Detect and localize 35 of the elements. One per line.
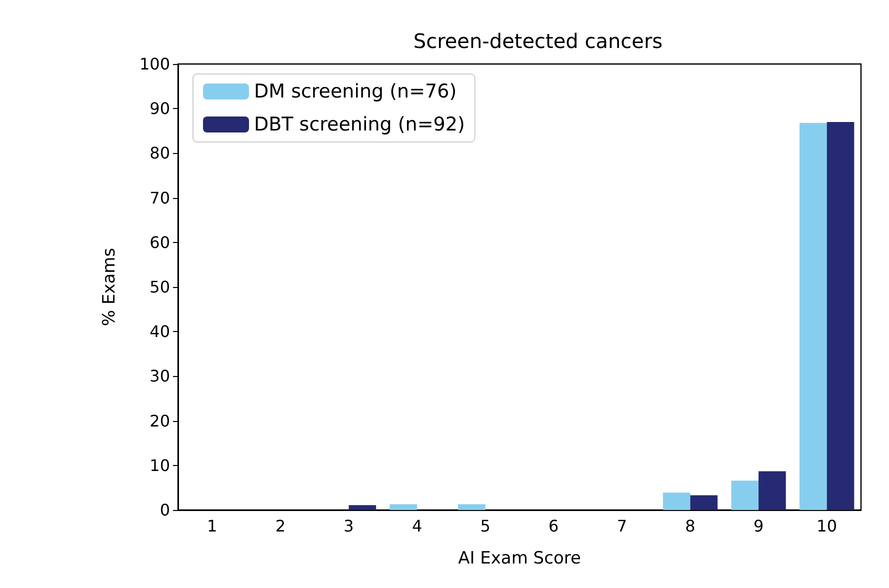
x-tick-label: 4 bbox=[412, 516, 422, 536]
bar bbox=[458, 504, 486, 510]
x-tick-label: 7 bbox=[616, 516, 628, 536]
x-tick-label: 5 bbox=[480, 516, 490, 536]
x-tick-label: 6 bbox=[548, 516, 559, 536]
bar bbox=[690, 495, 718, 510]
x-tick-label: 2 bbox=[275, 516, 286, 536]
bar bbox=[800, 122, 827, 510]
x-tick-label: 10 bbox=[816, 516, 838, 536]
bar bbox=[758, 471, 786, 510]
x-tick-label: 8 bbox=[685, 516, 696, 536]
y-tick-label: 40 bbox=[150, 322, 170, 342]
bar bbox=[390, 504, 418, 510]
y-tick-label: 100 bbox=[139, 54, 170, 74]
bar bbox=[348, 505, 376, 510]
y-tick-label: 30 bbox=[150, 366, 170, 386]
legend-label: DBT screening (n=92) bbox=[254, 114, 465, 136]
y-tick-label: 80 bbox=[150, 144, 170, 163]
y-tick-label: 10 bbox=[150, 456, 170, 475]
x-axis-title: AI Exam Score bbox=[458, 548, 581, 568]
y-tick-label: 0 bbox=[160, 500, 170, 520]
y-tick-label: 70 bbox=[150, 188, 170, 208]
x-tick-label: 3 bbox=[344, 516, 354, 536]
y-tick-label: 90 bbox=[150, 99, 170, 118]
chart-title: Screen-detected cancers bbox=[413, 29, 663, 53]
bar bbox=[826, 122, 854, 510]
x-tick-label: 1 bbox=[207, 516, 218, 536]
y-tick-label: 50 bbox=[150, 278, 170, 296]
y-axis-title: % Exams bbox=[100, 248, 120, 326]
legend-label: DM screening (n=76) bbox=[254, 80, 457, 102]
x-tick-label: 9 bbox=[753, 516, 764, 536]
y-tick-label: 60 bbox=[150, 232, 170, 252]
y-tick-label: 20 bbox=[150, 411, 170, 430]
bar bbox=[731, 480, 759, 510]
bar bbox=[662, 492, 690, 510]
